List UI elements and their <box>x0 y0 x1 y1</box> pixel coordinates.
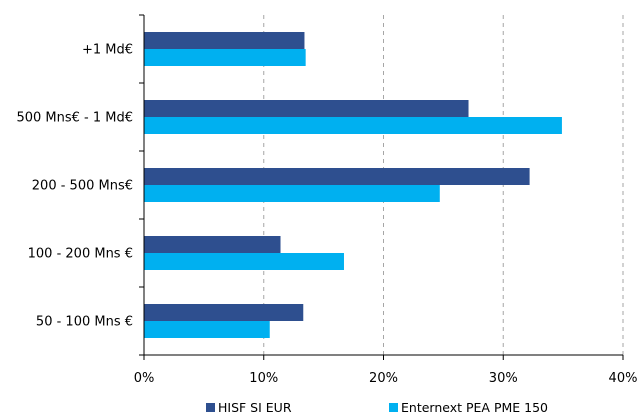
category-label: +1 Md€ <box>82 43 133 58</box>
legend-label-series-2: Enternext PEA PME 150 <box>401 400 549 415</box>
category-label: 100 - 200 Mns € <box>28 247 133 262</box>
x-tick-label: 20% <box>369 371 398 386</box>
x-tick-labels: 0% 10% 20% 30% 40% <box>134 371 638 386</box>
x-tick-label: 10% <box>249 371 278 386</box>
x-tick-label: 40% <box>609 371 638 386</box>
legend: HISF SI EUR Enternext PEA PME 150 <box>0 400 640 418</box>
legend-label-series-1: HISF SI EUR <box>218 400 292 415</box>
legend-swatch-series-2 <box>389 403 398 412</box>
legend-item-series-2: Enternext PEA PME 150 <box>389 400 548 415</box>
bar-enternext-pea-pme-150 <box>144 49 306 66</box>
bar-enternext-pea-pme-150 <box>144 185 440 202</box>
category-labels: 50 - 100 Mns € 100 - 200 Mns € 200 - 500 M… <box>16 43 133 330</box>
bar-hisf-si-eur <box>144 304 304 321</box>
x-tick-label: 30% <box>489 371 518 386</box>
bar-enternext-pea-pme-150 <box>144 117 562 134</box>
legend-item-series-1: HISF SI EUR <box>206 400 292 415</box>
bar-hisf-si-eur <box>144 168 530 185</box>
x-tick-label: 0% <box>134 371 155 386</box>
axes <box>143 15 623 356</box>
bar-hisf-si-eur <box>144 100 469 117</box>
bar-hisf-si-eur <box>144 236 281 253</box>
bar-chart: 50 - 100 Mns € 100 - 200 Mns € 200 - 500 M… <box>16 14 638 386</box>
category-label: 500 Mns€ - 1 Md€ <box>16 111 133 126</box>
bar-series <box>144 32 562 338</box>
category-label: 200 - 500 Mns€ <box>32 179 133 194</box>
legend-swatch-series-1 <box>206 403 215 412</box>
bar-enternext-pea-pme-150 <box>144 321 270 338</box>
bar-enternext-pea-pme-150 <box>144 253 344 270</box>
bar-hisf-si-eur <box>144 32 305 49</box>
category-label: 50 - 100 Mns € <box>36 315 133 330</box>
